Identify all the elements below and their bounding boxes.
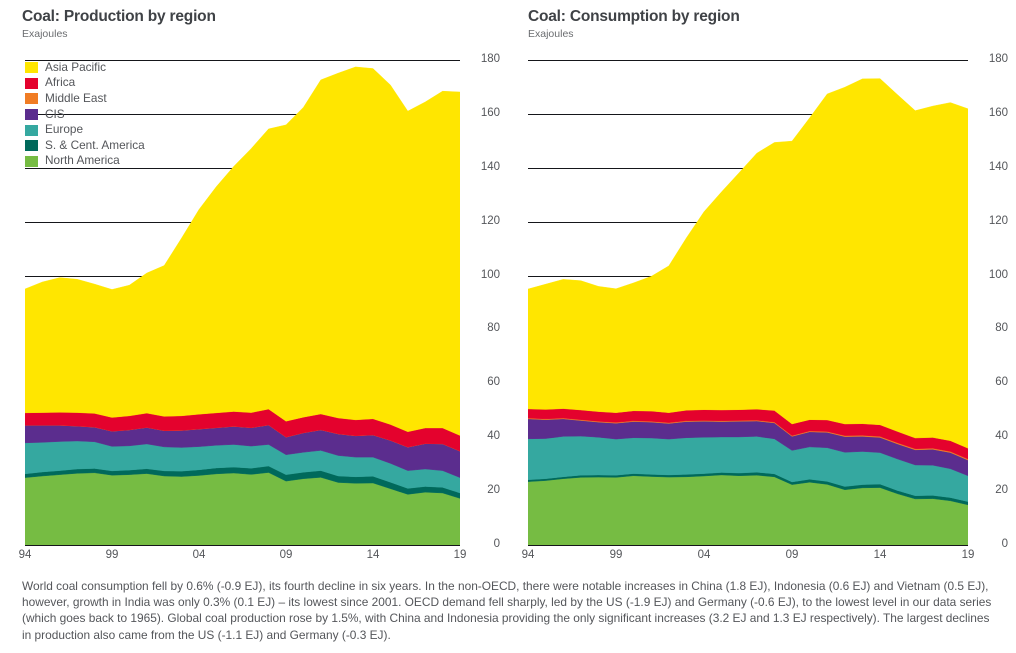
plot-area-consumption bbox=[528, 60, 968, 546]
legend-label-africa: Africa bbox=[45, 75, 76, 90]
legend-item-s-cent-america[interactable]: S. & Cent. America bbox=[25, 138, 145, 154]
legend-swatch-middle-east bbox=[25, 93, 38, 105]
legend-label-middle-east: Middle East bbox=[45, 91, 107, 106]
x-tick-label-09: 09 bbox=[785, 549, 799, 561]
x-tick-label-14: 14 bbox=[873, 549, 887, 561]
y-tick-label-160: 160 bbox=[480, 106, 500, 119]
y-tick-label-100: 100 bbox=[480, 268, 500, 281]
y-tick-label-0: 0 bbox=[1001, 538, 1008, 550]
y-tick-label-120: 120 bbox=[480, 214, 500, 227]
x-tick-label-04: 04 bbox=[192, 549, 206, 561]
y-tick-label-20: 20 bbox=[995, 484, 1008, 497]
chart-subtitle-consumption: Exajoules bbox=[528, 28, 574, 40]
y-tick-label-180: 180 bbox=[480, 53, 500, 65]
legend-swatch-africa bbox=[25, 77, 38, 89]
y-tick-label-80: 80 bbox=[995, 322, 1008, 335]
x-tick-label-99: 99 bbox=[609, 549, 623, 561]
x-tick-label-94: 94 bbox=[521, 549, 535, 561]
x-tick-label-04: 04 bbox=[697, 549, 711, 561]
x-tick-label-14: 14 bbox=[366, 549, 380, 561]
x-axis-line-production bbox=[25, 544, 460, 546]
legend-item-asia-pacific[interactable]: Asia Pacific bbox=[25, 60, 145, 76]
gridline-180 bbox=[528, 60, 968, 61]
legend: Asia Pacific Africa Middle East CIS Euro… bbox=[25, 60, 145, 169]
plot-area-production bbox=[25, 60, 460, 546]
x-tick-label-19: 19 bbox=[453, 549, 467, 561]
area-series-asia-pacific bbox=[528, 78, 968, 449]
chart-title-consumption: Coal: Consumption by region bbox=[528, 8, 740, 25]
footnote-text: World coal consumption fell by 0.6% (-0.… bbox=[22, 579, 992, 642]
legend-item-europe[interactable]: Europe bbox=[25, 122, 145, 138]
y-tick-label-100: 100 bbox=[988, 268, 1008, 281]
x-tick-label-09: 09 bbox=[279, 549, 293, 561]
legend-swatch-cis bbox=[25, 109, 38, 121]
chart-panel-production: Coal: Production by region Exajoules 0 20… bbox=[0, 0, 500, 570]
y-tick-label-140: 140 bbox=[480, 160, 500, 173]
y-tick-label-80: 80 bbox=[487, 322, 500, 335]
y-tick-label-160: 160 bbox=[988, 106, 1008, 119]
chart-subtitle-production: Exajoules bbox=[22, 28, 68, 40]
y-tick-label-20: 20 bbox=[487, 484, 500, 497]
y-tick-label-40: 40 bbox=[995, 430, 1008, 443]
legend-label-north-america: North America bbox=[45, 153, 120, 168]
y-tick-label-0: 0 bbox=[493, 538, 500, 550]
gridline-160 bbox=[528, 113, 968, 115]
legend-label-asia-pacific: Asia Pacific bbox=[45, 59, 106, 74]
y-tick-label-120: 120 bbox=[988, 214, 1008, 227]
page-title: Coal: Production by region bbox=[22, 8, 216, 25]
y-tick-label-180: 180 bbox=[988, 53, 1008, 65]
legend-item-africa[interactable]: Africa bbox=[25, 76, 145, 92]
legend-swatch-s-cent-america bbox=[25, 140, 38, 152]
gridline-160 bbox=[25, 113, 460, 115]
legend-swatch-europe bbox=[25, 124, 38, 136]
legend-item-middle-east[interactable]: Middle East bbox=[25, 91, 145, 107]
legend-item-cis[interactable]: CIS bbox=[25, 107, 145, 123]
legend-swatch-asia-pacific bbox=[25, 62, 38, 74]
x-axis-line-consumption bbox=[528, 544, 968, 546]
y-tick-label-60: 60 bbox=[487, 376, 500, 389]
stacked-areas-consumption bbox=[528, 60, 968, 545]
legend-swatch-north-america bbox=[25, 155, 38, 167]
legend-label-cis: CIS bbox=[45, 106, 65, 121]
footnote: World coal consumption fell by 0.6% (-0.… bbox=[22, 578, 997, 643]
stacked-areas-production bbox=[25, 60, 460, 545]
legend-label-s-cent-america: S. & Cent. America bbox=[45, 137, 145, 152]
chart-panel-consumption: Coal: Consumption by region Exajoules 0 2… bbox=[506, 0, 1016, 570]
x-tick-label-19: 19 bbox=[961, 549, 975, 561]
y-tick-label-60: 60 bbox=[995, 376, 1008, 389]
legend-item-north-america[interactable]: North America bbox=[25, 154, 145, 170]
area-series-asia-pacific bbox=[25, 66, 460, 436]
gridline-180 bbox=[25, 60, 460, 61]
legend-label-europe: Europe bbox=[45, 122, 84, 137]
x-tick-label-94: 94 bbox=[18, 549, 32, 561]
x-tick-label-99: 99 bbox=[105, 549, 119, 561]
y-tick-label-40: 40 bbox=[487, 430, 500, 443]
y-tick-label-140: 140 bbox=[988, 160, 1008, 173]
